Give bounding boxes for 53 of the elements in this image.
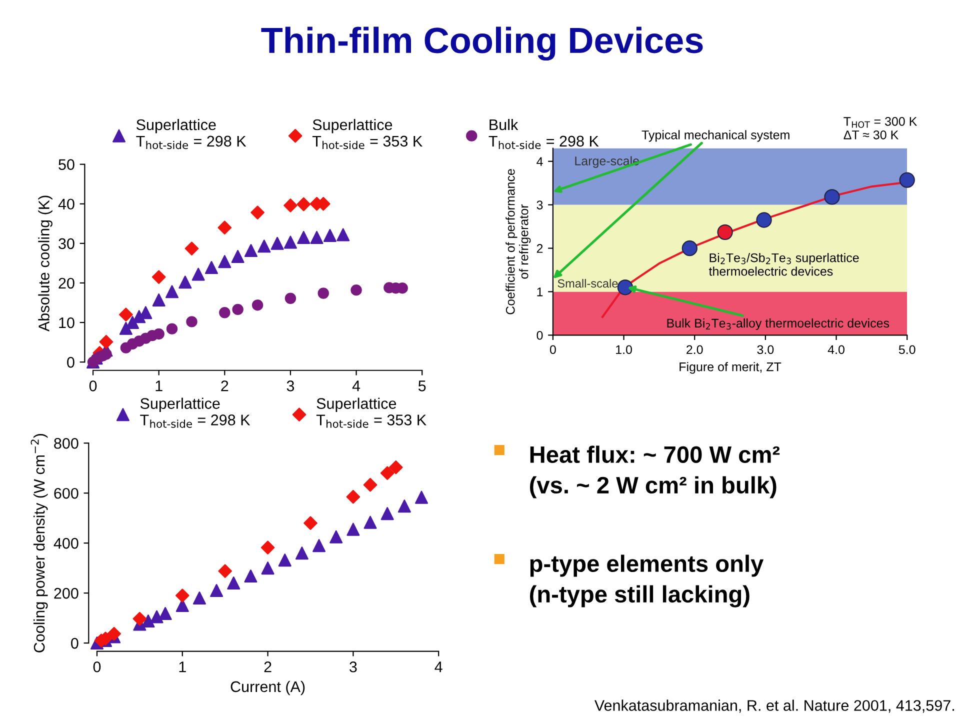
y-tick-label: 0 xyxy=(67,356,74,368)
y-tick-label: 30 xyxy=(58,238,74,250)
y-axis-title: Absolute cooling (K) xyxy=(38,196,52,332)
x-tick-label: 4.0 xyxy=(828,345,844,354)
y-tick-label: 600 xyxy=(54,488,78,499)
y-tick-label: 10 xyxy=(59,317,74,328)
text: Venkatasubramanian, R. et al. Nature 2001, 413,597. xyxy=(594,700,954,713)
x-tick-label: 1 xyxy=(179,662,186,672)
x-tick-label: 2 xyxy=(264,661,272,672)
y-tick-label: 0 xyxy=(536,330,543,340)
y-tick-label: 400 xyxy=(54,538,78,549)
legend-label: Superlattice T$_{hot-side}$ = 298 K xyxy=(140,398,250,428)
annotation: Bulk Bi$_{2}$Te$_{3}$-alloy thermoelectric devices xyxy=(667,318,890,330)
y-axis-title: Coefficient of performance of refrigerator xyxy=(506,169,531,314)
legend-label: Superlattice T$_{hot-side}$ = 298 K xyxy=(136,118,246,150)
x-tick-label: 4 xyxy=(434,662,442,672)
text: Bi$_{2}$Te$_{3}$/Sb$_{2}$Te$_{3}$ superlattice thermoelectric devices xyxy=(708,253,859,276)
y-tick-label: 20 xyxy=(58,278,74,289)
y-tick-label: 40 xyxy=(58,198,74,210)
text: Thin-film Cooling Devices xyxy=(261,26,703,61)
y-tick-label: 200 xyxy=(54,588,78,599)
x-tick-label: 5.0 xyxy=(898,345,916,354)
annotation: Typical mechanical system xyxy=(642,130,790,142)
text: Heat flux: ~ 700 W cm² (vs. ~ 2 W cm² in bulk) xyxy=(530,446,780,498)
x-tick-label: 2 xyxy=(221,380,228,392)
x-tick-label: 2.0 xyxy=(686,345,703,354)
y-tick-label: 1 xyxy=(537,288,543,296)
x-tick-label: 0 xyxy=(89,380,97,392)
x-tick-label: 3 xyxy=(350,661,357,672)
x-tick-label: 4 xyxy=(352,380,360,392)
y-tick-label: 800 xyxy=(54,438,78,449)
x-tick-label: 1.0 xyxy=(616,345,632,354)
legend-label: Bulk T$_{hot-side}$ = 298 K xyxy=(488,118,599,150)
y-tick-label: 50 xyxy=(58,159,74,170)
text: T$_{HOT}$ = 300 K ΔT ≈ 30 K xyxy=(844,116,918,140)
x-tick-label: 0 xyxy=(550,345,556,354)
band-label: Large-scale xyxy=(575,156,639,168)
y-tick-label: 0 xyxy=(71,638,78,649)
legend-label: Superlattice T$_{hot-side}$ = 353 K xyxy=(312,118,422,150)
x-tick-label: 3.0 xyxy=(757,345,774,354)
x-tick-label: 5 xyxy=(418,380,426,392)
y-tick-label: 4 xyxy=(536,157,543,166)
y-tick-label: 3 xyxy=(536,200,543,210)
x-tick-label: 1 xyxy=(156,380,162,392)
y-axis-title: Cooling power density (W cm$^{−2}$) xyxy=(30,434,48,652)
x-tick-label: 0 xyxy=(93,661,101,672)
x-axis-title: Figure of merit, ZT xyxy=(680,362,782,374)
y-tick-label: 2 xyxy=(536,244,543,253)
legend-label: Superlattice T$_{hot-side}$ = 353 K xyxy=(316,398,426,428)
band-label: Small-scale xyxy=(558,278,618,288)
x-tick-label: 3 xyxy=(286,380,294,392)
text: p-type elements only (n-type still lacking) xyxy=(530,554,764,608)
x-axis-title: Current (A) xyxy=(230,680,305,696)
